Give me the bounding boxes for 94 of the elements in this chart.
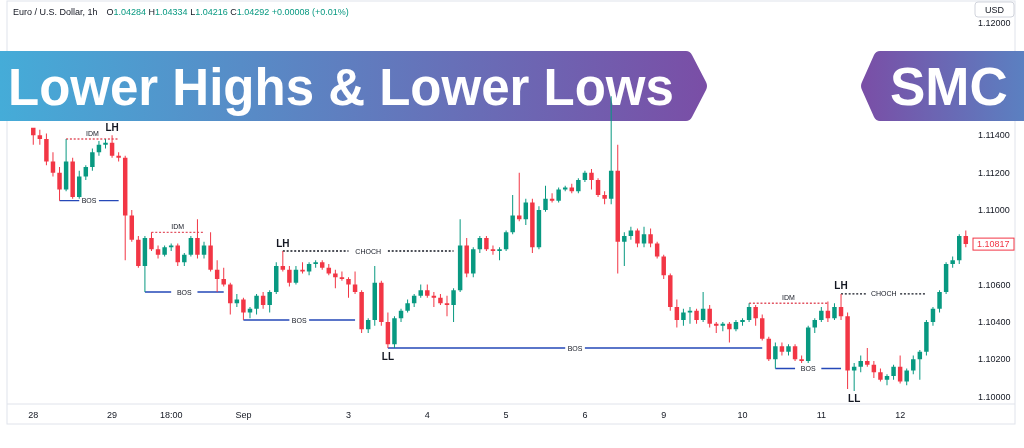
- candlestick: [287, 265, 292, 287]
- candlestick: [648, 228, 653, 248]
- text: SMC: [890, 57, 1008, 116]
- annotation: LL: [381, 350, 394, 362]
- x-tick-label: 29: [107, 410, 118, 420]
- candlestick: [950, 256, 955, 268]
- candlestick: [845, 312, 850, 390]
- x-tick-label: Sep: [235, 410, 252, 420]
- y-tick-label: 1.11400: [978, 130, 1010, 141]
- y-tick-label: 1.11000: [978, 204, 1010, 215]
- candlestick: [681, 308, 686, 326]
- y-tick-label: 1.12000: [978, 18, 1011, 29]
- candlestick: [392, 316, 397, 349]
- annotation: LH: [834, 280, 848, 292]
- candlestick: [740, 318, 745, 326]
- x-tick-label: 28: [28, 410, 39, 420]
- candlestick: [31, 127, 36, 145]
- candlestick: [668, 273, 673, 311]
- candlestick: [241, 297, 246, 321]
- candlestick: [530, 198, 535, 253]
- candlestick: [753, 305, 758, 326]
- candlestick: [136, 236, 141, 268]
- candlestick: [832, 303, 837, 321]
- candlestick: [313, 260, 318, 268]
- candlestick: [497, 247, 502, 261]
- candlestick: [228, 282, 233, 315]
- annotation: LH: [105, 121, 119, 133]
- y-tick-label: 1.11200: [978, 167, 1010, 178]
- candlestick: [471, 247, 476, 278]
- candlestick: [149, 232, 154, 252]
- annotation: LH: [276, 237, 290, 249]
- candlestick: [602, 191, 607, 205]
- candlestick: [924, 320, 929, 356]
- candlestick: [773, 342, 778, 369]
- candlestick: [687, 306, 693, 324]
- y-tick-label: 1.10000: [978, 391, 1011, 402]
- candlestick: [57, 167, 62, 201]
- candlestick: [464, 237, 469, 278]
- y-tick-label: 1.10200: [978, 354, 1011, 365]
- candlestick: [707, 305, 712, 328]
- candlestick: [576, 178, 581, 194]
- x-tick-label: 12: [895, 410, 906, 420]
- candlestick: [786, 344, 791, 356]
- annotation: LL: [848, 393, 861, 405]
- candlestick: [878, 368, 883, 382]
- candlestick: [425, 284, 430, 298]
- candlestick: [418, 284, 423, 298]
- annotation: Euro / U.S. Dollar, 1h: [13, 7, 98, 17]
- candlestick: [622, 232, 627, 266]
- candlestick: [103, 139, 108, 149]
- x-tick-label: 11: [816, 410, 826, 420]
- x-tick-label: 6: [582, 410, 588, 420]
- candlestick: [858, 355, 863, 373]
- candlestick: [300, 262, 305, 274]
- candlestick: [267, 290, 272, 313]
- candlestick: [911, 355, 916, 375]
- candlestick: [543, 185, 548, 212]
- candlestick: [937, 290, 942, 313]
- candlestick: [359, 290, 364, 334]
- x-tick-label: 18:00: [159, 410, 183, 420]
- candlestick: [635, 228, 640, 248]
- candlestick: [70, 157, 75, 199]
- candlestick: [379, 280, 384, 326]
- y-tick-label: 1.10400: [978, 316, 1011, 327]
- x-tick-label: 10: [737, 410, 748, 420]
- candlestick: [444, 295, 450, 317]
- candlestick: [44, 133, 49, 166]
- y-tick-label: 1.10817: [977, 239, 1010, 250]
- candlestick: [333, 269, 338, 289]
- y-axis-title: USD: [984, 4, 1005, 15]
- candlestick: [116, 152, 121, 162]
- candlestick: [799, 355, 804, 363]
- candlestick: [556, 187, 561, 203]
- x-tick-label: 4: [424, 410, 430, 420]
- text: Lower Highs & Lower Lows: [8, 59, 674, 116]
- candlestick: [90, 148, 95, 171]
- x-tick-label: 3: [345, 410, 351, 420]
- candlestick: [510, 195, 515, 235]
- candlestick: [346, 277, 351, 298]
- candlestick: [904, 368, 909, 386]
- candlestick: [254, 293, 259, 315]
- candlestick: [221, 267, 226, 287]
- candlestick: [208, 232, 213, 272]
- candlestick: [484, 236, 489, 252]
- x-tick-label: 5: [503, 410, 509, 420]
- candlestick: [195, 219, 200, 259]
- y-tick-label: 1.10600: [978, 279, 1011, 290]
- candlestick: [451, 288, 456, 322]
- x-tick-label: 9: [661, 410, 667, 420]
- candlestick: [162, 245, 167, 257]
- candlestick: [405, 299, 410, 313]
- candlestick: [865, 348, 870, 367]
- text: O1.04284 H1.04334 L1.04216 C1.04292 +0.00008 (+0.01%): [106, 7, 349, 17]
- candlestick: [431, 292, 437, 307]
